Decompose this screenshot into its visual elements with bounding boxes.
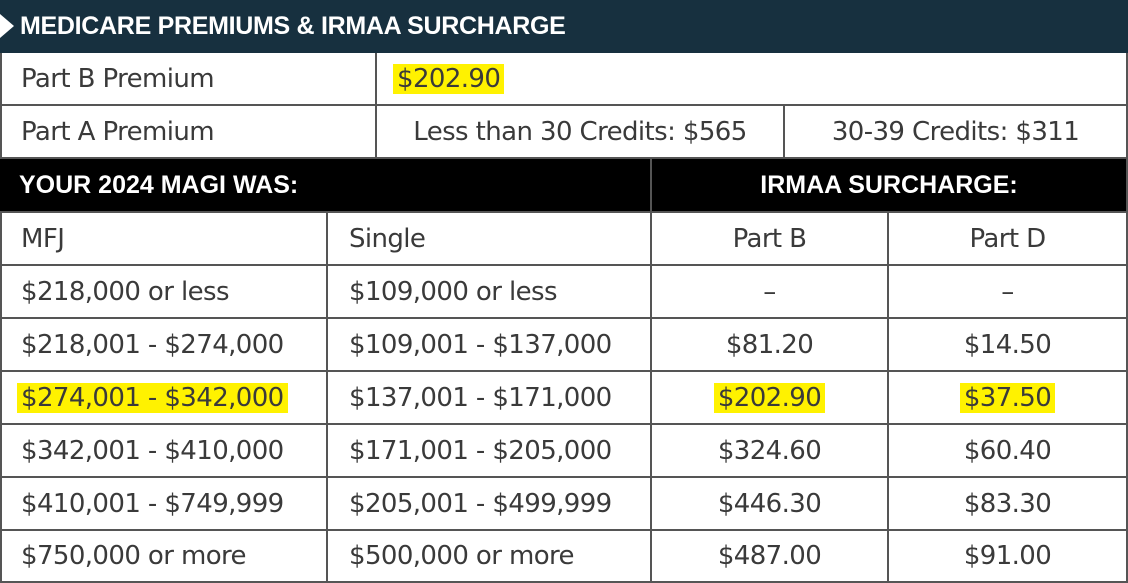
column-header-mfj-label: MFJ (21, 223, 65, 254)
part-b-value: $81.20 (725, 329, 814, 360)
table-row-highlighted: $274,001 - $342,000 $137,001 - $171,000 … (0, 372, 1128, 425)
part-b-premium-label: Part B Premium (21, 63, 215, 94)
part-b-premium-row: Part B Premium $202.90 (0, 53, 1128, 106)
mfj-cell: $750,000 or more (0, 531, 328, 583)
part-d-value: $14.50 (963, 329, 1052, 360)
column-header-mfj: MFJ (0, 213, 328, 266)
mfj-value: $218,000 or less (21, 276, 230, 307)
title-bar: MEDICARE PREMIUMS & IRMAA SURCHARGE (0, 0, 1128, 53)
mfj-value: $410,001 - $749,999 (21, 488, 284, 519)
part-a-premium-row: Part A Premium Less than 30 Credits: $56… (0, 106, 1128, 159)
part-b-cell: $81.20 (652, 319, 889, 372)
single-cell: $109,000 or less (328, 266, 652, 319)
irmaa-header-row: YOUR 2024 MAGI WAS: IRMAA SURCHARGE: (0, 159, 1128, 213)
mfj-value: $342,001 - $410,000 (21, 435, 284, 466)
table-row: $750,000 or more $500,000 or more $487.0… (0, 531, 1128, 583)
part-d-value: $83.30 (963, 488, 1052, 519)
mfj-cell: $342,001 - $410,000 (0, 425, 328, 478)
irmaa-surcharge-header: IRMAA SURCHARGE: (760, 170, 1018, 199)
part-d-value: $91.00 (963, 541, 1052, 571)
part-b-value: $487.00 (717, 541, 822, 571)
single-cell: $205,001 - $499,999 (328, 478, 652, 531)
arrow-icon (0, 14, 14, 38)
part-b-cell: $324.60 (652, 425, 889, 478)
single-value: $205,001 - $499,999 (349, 488, 612, 519)
part-a-premium-label-cell: Part A Premium (0, 106, 377, 159)
part-a-30-39-cell: 30-39 Credits: $311 (785, 106, 1128, 159)
part-d-value-highlighted: $37.50 (959, 382, 1056, 413)
mfj-cell: $218,001 - $274,000 (0, 319, 328, 372)
part-b-cell: – (652, 266, 889, 319)
part-b-cell: $202.90 (652, 372, 889, 425)
part-b-cell: $487.00 (652, 531, 889, 583)
part-d-value: – (1001, 276, 1014, 307)
part-d-cell: $14.50 (889, 319, 1128, 372)
single-cell: $500,000 or more (328, 531, 652, 583)
mfj-cell: $410,001 - $749,999 (0, 478, 328, 531)
column-header-part-b: Part B (652, 213, 889, 266)
column-header-single-label: Single (349, 223, 426, 254)
part-d-cell: – (889, 266, 1128, 319)
mfj-cell: $218,000 or less (0, 266, 328, 319)
single-cell: $109,001 - $137,000 (328, 319, 652, 372)
page-title: MEDICARE PREMIUMS & IRMAA SURCHARGE (20, 12, 566, 40)
single-value: $171,001 - $205,000 (349, 435, 612, 466)
part-a-less-than-30-cell: Less than 30 Credits: $565 (377, 106, 785, 159)
part-b-premium-label-cell: Part B Premium (0, 53, 377, 106)
mfj-value: $750,000 or more (21, 541, 247, 571)
column-header-part-b-label: Part B (732, 223, 807, 254)
column-header-part-d: Part D (889, 213, 1128, 266)
single-value: $137,001 - $171,000 (349, 382, 612, 413)
column-header-row: MFJ Single Part B Part D (0, 213, 1128, 266)
table-row: $218,000 or less $109,000 or less – – (0, 266, 1128, 319)
table-row: $342,001 - $410,000 $171,001 - $205,000 … (0, 425, 1128, 478)
mfj-value: $218,001 - $274,000 (21, 329, 284, 360)
single-cell: $137,001 - $171,000 (328, 372, 652, 425)
part-d-cell: $91.00 (889, 531, 1128, 583)
part-a-premium-label: Part A Premium (21, 116, 215, 147)
part-d-value: $60.40 (963, 435, 1052, 466)
part-a-less-than-30-value: Less than 30 Credits: $565 (413, 116, 747, 147)
magi-header: YOUR 2024 MAGI WAS: (19, 170, 299, 199)
part-b-premium-value: $202.90 (393, 63, 505, 94)
part-b-value: $446.30 (717, 488, 822, 519)
part-b-cell: $446.30 (652, 478, 889, 531)
magi-header-cell: YOUR 2024 MAGI WAS: (0, 159, 652, 213)
part-b-value-highlighted: $202.90 (713, 382, 826, 413)
column-header-part-d-label: Part D (969, 223, 1046, 254)
part-d-cell: $83.30 (889, 478, 1128, 531)
part-b-premium-value-cell: $202.90 (377, 53, 1128, 106)
mfj-cell: $274,001 - $342,000 (0, 372, 328, 425)
part-b-value: $324.60 (717, 435, 822, 466)
single-value: $109,000 or less (349, 276, 558, 307)
table-row: $218,001 - $274,000 $109,001 - $137,000 … (0, 319, 1128, 372)
part-d-cell: $37.50 (889, 372, 1128, 425)
column-header-single: Single (328, 213, 652, 266)
single-value: $500,000 or more (349, 541, 575, 571)
table-row: $410,001 - $749,999 $205,001 - $499,999 … (0, 478, 1128, 531)
part-a-30-39-value: 30-39 Credits: $311 (831, 116, 1080, 147)
part-b-value: – (763, 276, 776, 307)
mfj-value-highlighted: $274,001 - $342,000 (17, 382, 288, 413)
irmaa-surcharge-header-cell: IRMAA SURCHARGE: (652, 159, 1128, 213)
single-value: $109,001 - $137,000 (349, 329, 612, 360)
part-d-cell: $60.40 (889, 425, 1128, 478)
single-cell: $171,001 - $205,000 (328, 425, 652, 478)
